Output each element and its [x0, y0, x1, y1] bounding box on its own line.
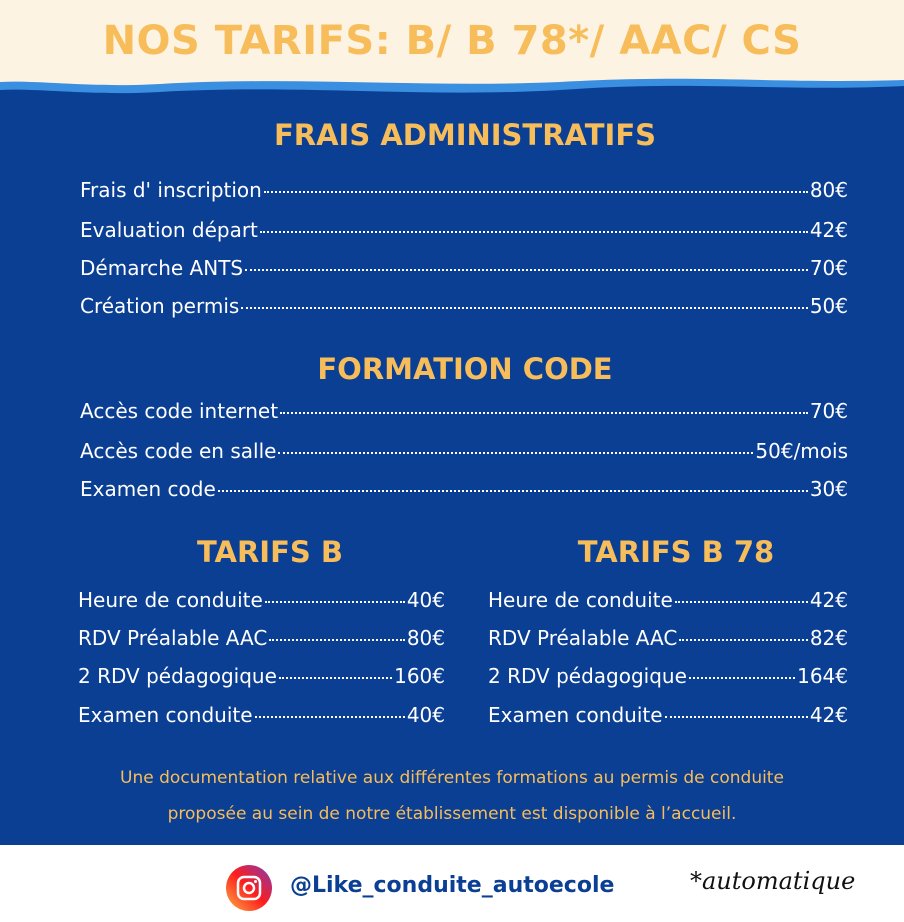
item-price: 160€: [394, 664, 445, 688]
footer: @Like_conduite_autoecole *automatique: [0, 845, 904, 922]
dot-leader: [259, 231, 808, 233]
item-price: 42€: [809, 218, 848, 242]
header-banner: [0, 0, 904, 100]
note-line: proposée au sein de notre établissement …: [167, 804, 737, 824]
price-row: Heure de conduite 40€: [78, 588, 445, 618]
dot-leader: [688, 677, 796, 679]
item-price: 70€: [809, 399, 848, 423]
item-price: 30€: [809, 477, 848, 501]
item-price: 42€: [809, 703, 848, 727]
item-price: 82€: [809, 626, 848, 650]
item-label: 2 RDV pédagogique: [488, 664, 687, 688]
item-label: 2 RDV pédagogique: [78, 664, 277, 688]
item-price: 50€: [809, 294, 848, 318]
item-label: Examen conduite: [488, 703, 663, 727]
price-row: Démarche ANTS 70€: [80, 256, 848, 286]
item-price: 50€/mois: [755, 439, 848, 463]
item-label: Examen code: [80, 477, 216, 501]
dot-leader: [217, 490, 808, 492]
price-row: Evaluation départ 42€: [80, 218, 848, 248]
column-heading: TARIFS B: [197, 535, 343, 569]
note-line: Une documentation relative aux différent…: [120, 768, 784, 788]
price-row: Frais d' inscription 80€: [80, 178, 848, 208]
price-row: Accès code en salle 50€/mois: [80, 439, 848, 469]
item-price: 80€: [406, 626, 445, 650]
item-price: 70€: [809, 256, 848, 280]
dot-leader: [263, 191, 808, 193]
price-row: Examen conduite 42€: [488, 703, 848, 733]
dot-leader: [241, 307, 808, 309]
price-row: Accès code internet 70€: [80, 399, 848, 429]
price-row: Création permis 50€: [80, 294, 848, 324]
instagram-icon: [226, 865, 272, 911]
footnote: *automatique: [690, 867, 856, 895]
dot-leader: [278, 677, 393, 679]
dot-leader: [679, 639, 808, 641]
dot-leader: [664, 716, 808, 718]
section-heading: FRAIS ADMINISTRATIFS: [273, 118, 657, 152]
dot-leader: [278, 452, 754, 454]
item-label: Heure de conduite: [488, 588, 673, 612]
dot-leader: [280, 412, 808, 414]
item-label: RDV Préalable AAC: [78, 626, 268, 650]
instagram-handle[interactable]: @Like_conduite_autoecole: [290, 873, 615, 898]
dot-leader: [254, 716, 405, 718]
dot-leader: [264, 601, 405, 603]
page-title: NOS TARIFS: B/ B 78*/ AAC/ CS: [102, 18, 802, 64]
price-row: 2 RDV pédagogique 160€: [78, 664, 445, 694]
price-row: RDV Préalable AAC 80€: [78, 626, 445, 656]
price-row: RDV Préalable AAC 82€: [488, 626, 848, 656]
price-row: Examen conduite 40€: [78, 703, 445, 733]
dot-leader: [269, 639, 405, 641]
item-price: 80€: [809, 178, 848, 202]
item-label: Frais d' inscription: [80, 178, 262, 202]
item-label: Démarche ANTS: [80, 256, 244, 280]
item-price: 40€: [406, 588, 445, 612]
item-label: Accès code internet: [80, 399, 279, 423]
price-row: Heure de conduite 42€: [488, 588, 848, 618]
item-label: Création permis: [80, 294, 240, 318]
dot-leader: [674, 601, 808, 603]
price-row: 2 RDV pédagogique 164€: [488, 664, 848, 694]
item-price: 164€: [797, 664, 848, 688]
item-label: Heure de conduite: [78, 588, 263, 612]
price-row: Examen code 30€: [80, 477, 848, 507]
section-heading: FORMATION CODE: [317, 352, 613, 386]
item-label: Accès code en salle: [80, 439, 277, 463]
item-price: 42€: [809, 588, 848, 612]
dot-leader: [245, 269, 808, 271]
item-label: Examen conduite: [78, 703, 253, 727]
column-heading: TARIFS B 78: [577, 535, 775, 569]
item-price: 40€: [406, 703, 445, 727]
item-label: Evaluation départ: [80, 218, 258, 242]
item-label: RDV Préalable AAC: [488, 626, 678, 650]
